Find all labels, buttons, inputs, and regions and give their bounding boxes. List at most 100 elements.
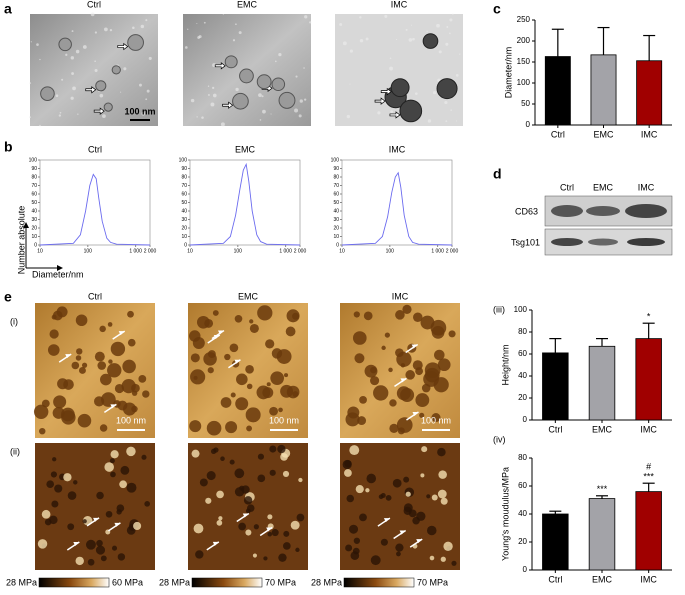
y-tick-label: 10: [31, 234, 37, 240]
particle: [71, 361, 80, 370]
x-tick-label: Ctrl: [548, 424, 562, 434]
particle: [206, 471, 216, 481]
particle: [366, 473, 377, 484]
line: [341, 171, 453, 246]
particle: [54, 484, 63, 493]
texture-dot: [235, 23, 237, 26]
y-tick-label: 30: [181, 217, 187, 223]
particle: [349, 445, 360, 456]
particle: [359, 513, 367, 522]
particle: [119, 480, 127, 489]
particle: [96, 539, 103, 547]
y-tick-label: 0: [336, 242, 339, 248]
particle: [388, 367, 393, 373]
particle: [199, 478, 208, 487]
particle: [396, 551, 401, 557]
arrow: [117, 42, 129, 51]
particle: [415, 367, 424, 376]
bar: [588, 345, 616, 421]
y-tick-label: 60: [518, 349, 527, 358]
x-tick-label: 100: [84, 248, 93, 254]
particle: [252, 553, 257, 558]
particle: [96, 491, 104, 500]
texture-dot: [303, 67, 305, 69]
particle: [284, 373, 289, 378]
particle: [278, 407, 283, 413]
particle: [97, 361, 107, 370]
particle: [241, 485, 250, 494]
particle: [131, 390, 138, 396]
texture-dot: [109, 28, 113, 32]
particle: [355, 485, 364, 494]
particle: [365, 488, 370, 493]
y-tick-label: 200: [517, 36, 531, 45]
particle: [353, 537, 361, 544]
texture-dot: [120, 91, 122, 93]
arrow-head: [65, 354, 72, 359]
y-tick-label: 100: [514, 305, 528, 314]
particle: [437, 489, 447, 499]
texture-dot: [203, 21, 206, 24]
x-tick-label: 1 000: [129, 248, 142, 254]
particle: [190, 353, 200, 363]
particle: [138, 375, 147, 383]
texture-dot: [261, 95, 264, 98]
texture-dot: [449, 32, 451, 35]
texture-dot: [196, 22, 198, 25]
particle: [107, 322, 113, 327]
texture-dot: [415, 92, 418, 95]
arrow-head: [400, 378, 407, 383]
particle: [434, 349, 445, 361]
particle: [81, 362, 88, 368]
particle: [249, 319, 254, 324]
bar: [544, 56, 571, 126]
particle: [292, 391, 299, 397]
x-tick-label: IMC: [640, 424, 657, 434]
texture-dot: [346, 114, 351, 119]
particle: [142, 390, 150, 398]
y-tick-label: 20: [333, 225, 339, 231]
texture-dot: [384, 14, 388, 18]
particle: [370, 366, 377, 374]
particle: [282, 542, 291, 550]
x-tick-label: 1 000: [431, 248, 444, 254]
x-tick-label: 10: [37, 248, 43, 254]
particle: [263, 556, 268, 561]
particle: [431, 494, 438, 501]
particle: [189, 420, 202, 433]
bar: [635, 491, 662, 571]
particle: [420, 473, 425, 478]
y-tick-label: 100: [29, 157, 38, 163]
texture-dot: [185, 46, 188, 49]
image-label: EMC: [237, 0, 258, 9]
colorbar-min: 28 MPa: [311, 577, 342, 587]
particle: [57, 378, 69, 390]
y-tick-label: 20: [518, 537, 527, 546]
particle: [283, 530, 290, 537]
particle: [126, 526, 136, 535]
bar: [590, 54, 617, 126]
band: [551, 205, 583, 217]
y-tick-label: 50: [521, 99, 530, 108]
particle: [117, 400, 128, 411]
particle: [212, 310, 219, 316]
significance: *: [647, 312, 651, 322]
y-tick-label: 50: [333, 200, 339, 206]
y-tick-label: 20: [518, 393, 527, 402]
particle: [235, 397, 249, 411]
y-tick-label: 80: [181, 174, 187, 180]
x-tick-label: EMC: [592, 574, 613, 584]
particle: [421, 446, 428, 453]
particle: [61, 410, 76, 425]
particle: [49, 329, 59, 339]
texture-dot: [304, 15, 308, 19]
texture-dot: [299, 99, 303, 103]
texture-dot: [201, 116, 204, 119]
x-tick-label: 2 000: [446, 248, 459, 254]
texture-dot: [222, 13, 224, 15]
particle: [440, 556, 446, 562]
texture-dot: [90, 12, 95, 17]
particle: [107, 363, 122, 378]
bar: [542, 352, 569, 421]
particle: [437, 447, 446, 457]
